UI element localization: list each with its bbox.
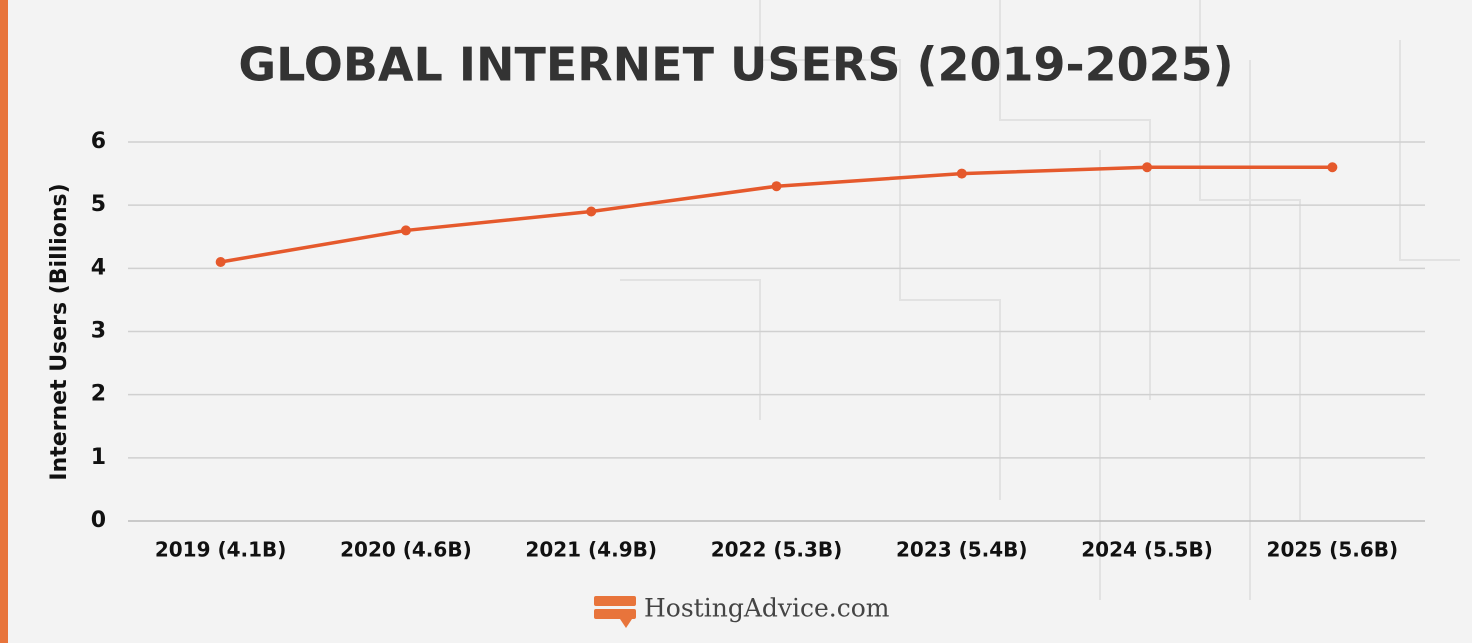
y-tick-label: 2 [91, 382, 106, 407]
circuit-decoration [620, 0, 1460, 600]
data-point [400, 225, 411, 236]
x-tick-label: 2025 (5.6B) [1267, 538, 1399, 562]
y-tick-label: 5 [91, 192, 106, 217]
footer-logo: HostingAdvice.com [594, 594, 890, 628]
y-tick-label: 3 [91, 319, 106, 344]
logo-icon [594, 596, 636, 606]
x-tick-label: 2020 (4.6B) [340, 538, 472, 562]
data-point [1142, 162, 1153, 173]
x-tick-label: 2021 (4.9B) [525, 538, 657, 562]
brand-name: HostingAdvice.com [644, 594, 890, 623]
x-tick-label: 2019 (4.1B) [155, 538, 287, 562]
data-point [586, 206, 597, 217]
chart-title: GLOBAL INTERNET USERS (2019-2025) [238, 38, 1233, 92]
data-point [215, 257, 226, 268]
data-point [771, 181, 782, 192]
x-tick-label: 2022 (5.3B) [711, 538, 843, 562]
left-accent-bar [0, 0, 8, 643]
x-tick-label: 2023 (5.4B) [896, 538, 1028, 562]
data-point [1327, 162, 1338, 173]
y-axis-label: Internet Users (Billions) [47, 183, 72, 480]
data-point [956, 168, 967, 179]
y-tick-label: 0 [91, 508, 106, 533]
y-tick-label: 6 [91, 129, 106, 154]
y-tick-label: 4 [91, 255, 106, 280]
logo-icon [594, 609, 636, 619]
x-tick-label: 2024 (5.5B) [1081, 538, 1213, 562]
logo-icon [620, 619, 632, 628]
y-tick-label: 1 [91, 445, 106, 470]
